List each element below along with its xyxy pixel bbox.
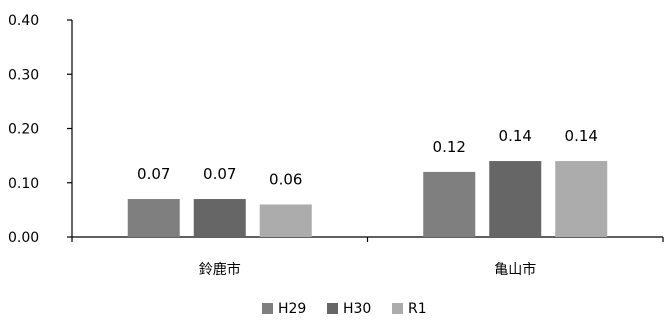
data-label: 0.14 xyxy=(499,127,532,145)
legend-swatch-h30 xyxy=(327,303,338,314)
x-category-label: 鈴鹿市 xyxy=(199,261,241,278)
data-label: 0.07 xyxy=(203,165,236,183)
bar-h29-1 xyxy=(423,171,476,237)
legend-swatch-h29 xyxy=(262,303,273,314)
legend: H29 H30 R1 xyxy=(262,301,427,317)
x-category-label: 亀山市 xyxy=(494,261,536,278)
bar-h30-1 xyxy=(489,161,542,237)
bar-h29-0 xyxy=(127,199,180,237)
legend-swatch-r1 xyxy=(392,303,403,314)
x-axis: 鈴鹿市 亀山市 xyxy=(71,236,664,278)
legend-label: H29 xyxy=(278,301,306,317)
data-label: 0.07 xyxy=(137,165,170,183)
legend-label: R1 xyxy=(408,301,427,317)
bar-r1-1 xyxy=(555,161,608,237)
bars xyxy=(127,161,608,237)
data-label: 0.06 xyxy=(269,170,302,188)
y-axis: 0.00 0.10 0.20 0.30 0.40 xyxy=(8,13,73,246)
y-tick-label: 0.00 xyxy=(8,230,39,246)
legend-label: H30 xyxy=(343,301,371,317)
bar-r1-0 xyxy=(259,204,312,237)
data-label: 0.12 xyxy=(433,138,466,156)
bar-h30-0 xyxy=(193,199,246,237)
data-labels: 0.07 0.07 0.06 0.12 0.14 0.14 xyxy=(137,127,598,188)
y-tick-label: 0.20 xyxy=(8,122,39,138)
y-tick-label: 0.10 xyxy=(8,176,39,192)
y-tick-label: 0.40 xyxy=(8,13,39,29)
data-label: 0.14 xyxy=(565,127,598,145)
y-tick-label: 0.30 xyxy=(8,67,39,83)
